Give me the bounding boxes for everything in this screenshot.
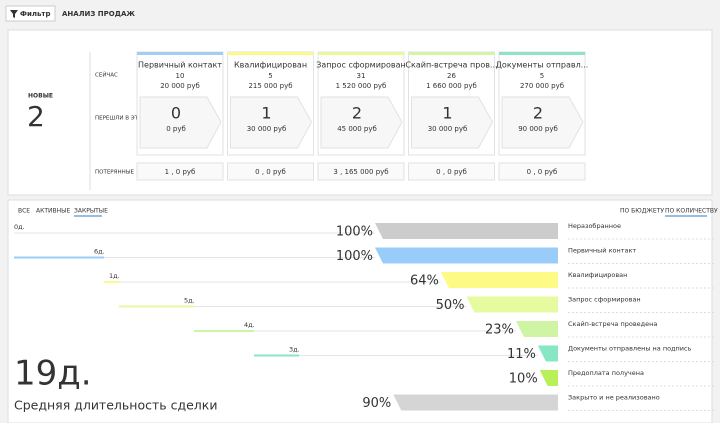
- stage-color-bar: [499, 52, 585, 55]
- funnel-percent: 50%: [436, 298, 465, 313]
- funnel-bar: [539, 370, 558, 386]
- funnel-name: Предоплата получена: [568, 369, 644, 377]
- moved-amount: 45 000 руб: [337, 125, 377, 133]
- funnel-name: Документы отправлены на подпись: [568, 345, 692, 353]
- funnel-name: Неразобранное: [568, 222, 621, 230]
- funnel-bar: [393, 394, 558, 411]
- stage-color-bar: [318, 52, 404, 55]
- stage-name: Квалифицирован: [234, 61, 307, 70]
- filter-label[interactable]: Фильтр: [20, 10, 50, 18]
- stage-count: 10: [176, 72, 185, 80]
- moved-amount: 30 000 руб: [247, 125, 287, 133]
- funnel-bar: [515, 321, 558, 337]
- moved-count: 0: [171, 104, 181, 123]
- funnel-percent: 100%: [336, 225, 373, 240]
- moved-amount: 30 000 руб: [428, 125, 468, 133]
- timeline-label: 5д.: [184, 297, 195, 305]
- timeline-segment: [194, 330, 254, 332]
- moved-amount: 90 000 руб: [518, 125, 558, 133]
- funnel-bar: [466, 296, 558, 313]
- timeline-segment: [254, 354, 299, 357]
- duration-value: 19д.: [14, 354, 92, 394]
- timeline-segment: [14, 256, 104, 259]
- funnel-name: Запрос сформирован: [568, 296, 641, 304]
- funnel-percent: 10%: [509, 372, 538, 387]
- timeline-segment: [119, 305, 194, 308]
- stage-amount: 20 000 руб: [160, 82, 200, 90]
- moved-arrow: [501, 96, 584, 149]
- stage-color-bar: [227, 52, 314, 55]
- lost-value: 0 , 0 руб: [436, 168, 467, 176]
- lost-box: [408, 162, 495, 181]
- funnel-panel: [7, 199, 713, 423]
- stage-name: Документы отправл...: [496, 61, 589, 70]
- moved-count: 2: [533, 104, 543, 123]
- stage-count: 5: [268, 72, 272, 80]
- tab[interactable]: ЗАКРЫТЫЕ: [74, 208, 108, 215]
- funnel-percent: 90%: [362, 396, 391, 411]
- tab[interactable]: АКТИВНЫЕ: [36, 208, 70, 215]
- tab[interactable]: ПО КОЛИЧЕСТВУ: [665, 208, 718, 215]
- stage-amount: 215 000 руб: [248, 82, 292, 90]
- lost-value: 1 , 0 руб: [165, 168, 196, 176]
- stage-amount: 270 000 руб: [520, 82, 564, 90]
- stage-count: 26: [447, 72, 456, 80]
- funnel-percent: 100%: [336, 249, 373, 264]
- duration-label: Средняя длительность сделки: [14, 398, 217, 413]
- moved-count: 1: [442, 104, 452, 123]
- funnel-percent: 64%: [410, 274, 439, 289]
- moved-amount: 0 руб: [166, 125, 186, 133]
- stage-name: Скайп-встреча пров...: [405, 61, 497, 70]
- moved-arrow: [320, 96, 403, 149]
- funnel-name: Квалифицирован: [568, 271, 627, 279]
- timeline-label: 0д.: [14, 223, 25, 231]
- timeline-label: 4д.: [244, 321, 255, 329]
- funnel-percent: 11%: [507, 347, 536, 362]
- timeline-segment: [104, 281, 119, 283]
- timeline-label: 1д.: [109, 272, 120, 280]
- funnel-bar: [440, 272, 558, 288]
- lost-value: 0 , 0 руб: [255, 168, 286, 176]
- row-label: СЕЙЧАС: [95, 72, 118, 79]
- funnel-name: Первичный контакт: [568, 247, 636, 255]
- new-count: 2: [27, 100, 45, 133]
- lost-box: [136, 162, 224, 181]
- stage-count: 5: [540, 72, 544, 80]
- timeline-label: 3д.: [289, 346, 300, 354]
- stage-name: Запрос сформирован: [316, 61, 405, 70]
- filter-icon: [10, 10, 18, 18]
- tab[interactable]: ПО БЮДЖЕТУ: [620, 208, 664, 215]
- funnel-name: Закрыто и не реализовано: [568, 394, 660, 402]
- stage-name: Первичный контакт: [138, 61, 222, 70]
- lost-value: 0 , 0 руб: [527, 168, 558, 176]
- moved-count: 1: [261, 104, 271, 123]
- funnel-name: Скайп-встреча проведена: [568, 320, 657, 328]
- funnel-bar: [375, 223, 558, 239]
- new-label: НОВЫЕ: [28, 93, 53, 100]
- moved-arrow: [139, 96, 222, 149]
- funnel-bar: [375, 247, 558, 264]
- moved-arrow: [230, 96, 313, 149]
- stage-count: 31: [357, 72, 366, 80]
- stage-color-bar: [137, 52, 223, 55]
- moved-arrow: [411, 96, 494, 149]
- funnel-percent: 23%: [485, 323, 514, 338]
- lost-box: [227, 162, 314, 181]
- timeline-label: 6д.: [94, 248, 105, 256]
- moved-count: 2: [352, 104, 362, 123]
- stage-color-bar: [408, 52, 495, 55]
- row-label: ПЕРЕШЛИ В ЭТАП: [95, 116, 146, 122]
- lost-value: 3 , 165 000 руб: [333, 168, 388, 176]
- stage-amount: 1 660 000 руб: [426, 82, 477, 90]
- funnel-bar: [537, 345, 558, 362]
- lost-box: [498, 162, 586, 181]
- tab[interactable]: ВСЕ: [18, 208, 30, 215]
- lost-box: [317, 162, 405, 181]
- row-label: ПОТЕРЯННЫЕ: [95, 170, 135, 176]
- filter-button[interactable]: [5, 5, 56, 22]
- stage-amount: 1 520 000 руб: [336, 82, 387, 90]
- page-title: АНАЛИЗ ПРОДАЖ: [62, 10, 135, 18]
